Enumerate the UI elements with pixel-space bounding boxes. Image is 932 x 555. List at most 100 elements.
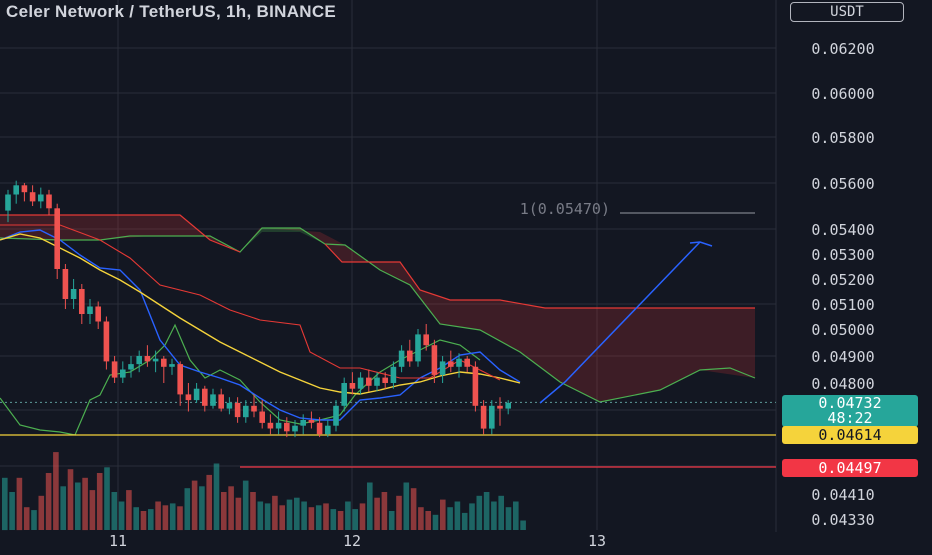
volume-bar	[206, 474, 212, 530]
candle-body	[185, 394, 192, 401]
candle-body	[423, 334, 429, 346]
volume-bar	[67, 469, 74, 530]
volume-bar	[162, 505, 169, 530]
time-axis[interactable]: 11 12 13	[109, 532, 606, 550]
candle-body	[357, 377, 364, 389]
volume-bar	[38, 495, 45, 530]
candle-body	[259, 411, 265, 423]
volume-bar	[199, 486, 205, 530]
volume-bar	[264, 503, 271, 530]
volume-bar	[425, 511, 431, 530]
volume-bars	[2, 452, 526, 531]
resistance-price-label: 0.04497	[818, 459, 881, 477]
price-tick-label: 0.05000	[811, 321, 874, 339]
senkou-span-b-right	[324, 243, 755, 309]
volume-bar	[418, 507, 424, 530]
candle-body	[456, 358, 462, 367]
candle-body	[202, 388, 208, 406]
price-tick-label: 0.05800	[811, 129, 874, 147]
candle-body	[292, 425, 298, 432]
volume-bar	[155, 501, 161, 530]
price-tick-label: 0.05200	[811, 271, 874, 289]
volume-bar	[337, 511, 344, 530]
volume-bar	[118, 501, 125, 530]
chart-title: Celer Network / TetherUS, 1h, BINANCE	[6, 2, 337, 21]
price-tick-label: 0.04330	[811, 511, 874, 529]
candle-body	[439, 361, 446, 375]
candle-body	[267, 422, 274, 429]
time-tick-label: 12	[343, 532, 361, 550]
volume-bar	[272, 495, 278, 530]
fib-annotation: 1(0.05470)	[520, 200, 610, 218]
price-tick-label: 0.04410	[811, 486, 874, 504]
volume-bar	[2, 477, 8, 531]
candle-body	[70, 289, 77, 299]
candle-body	[497, 405, 503, 409]
candle-body	[218, 394, 224, 409]
candle-body	[111, 361, 118, 378]
price-tick-label: 0.06000	[811, 85, 874, 103]
candle-body	[275, 422, 282, 429]
support-price-tag	[782, 426, 918, 444]
candle-body	[382, 377, 388, 383]
projection-arrowhead	[689, 241, 713, 247]
volume-bar	[301, 501, 307, 530]
senkou-span-b-left	[0, 214, 241, 253]
volume-bar	[279, 505, 285, 530]
candle-body	[366, 377, 372, 386]
candle-body	[374, 377, 380, 386]
candle-body	[349, 383, 356, 389]
candle-body	[341, 383, 347, 406]
volume-bar	[381, 492, 388, 530]
volume-bar	[476, 495, 483, 530]
candle-body	[29, 192, 36, 202]
volume-bar	[498, 495, 504, 530]
volume-bar	[323, 503, 329, 530]
volume-bar	[169, 503, 176, 530]
last-price-label: 0.04732	[818, 394, 881, 412]
candle-body	[398, 350, 405, 367]
volume-bar	[374, 497, 380, 530]
volume-bar	[388, 511, 395, 530]
candle-body	[448, 361, 454, 367]
candle-body	[489, 405, 495, 429]
ichimoku-cloud	[0, 214, 756, 403]
price-tick-label: 0.04800	[811, 375, 874, 393]
volume-bar	[126, 490, 132, 530]
candle-body	[144, 356, 151, 362]
candle-body	[177, 364, 183, 395]
volume-bar	[469, 503, 475, 530]
candle-body	[480, 405, 487, 429]
candle-body	[505, 402, 511, 409]
price-axis[interactable]: 0.06200 0.06000 0.05800 0.05600 0.05400 0.053…	[811, 40, 874, 529]
volume-bar	[461, 512, 468, 530]
volume-bar	[16, 477, 23, 531]
volume-bar	[257, 501, 264, 530]
volume-bar	[148, 509, 154, 530]
volume-bar	[432, 514, 439, 530]
last-price-tag	[782, 395, 918, 427]
candle-body	[79, 289, 85, 314]
volume-bar	[330, 509, 337, 530]
candle-body	[193, 388, 200, 401]
projection-path	[539, 241, 701, 404]
volume-bar	[483, 492, 490, 530]
moving-average-slow	[0, 233, 521, 395]
volume-bar	[505, 507, 512, 530]
volume-bar	[345, 501, 351, 530]
currency-button[interactable]: USDT	[790, 2, 904, 22]
candle-body	[161, 358, 167, 367]
candle-body	[21, 185, 28, 193]
volume-bar	[111, 492, 118, 530]
candle-body	[13, 185, 19, 195]
volume-bar	[250, 492, 256, 530]
candle-body	[472, 366, 479, 406]
candle-body	[300, 420, 306, 426]
volume-bar	[352, 509, 358, 530]
price-tick-label: 0.05300	[811, 246, 874, 264]
volume-bar	[513, 501, 519, 530]
volume-bar	[140, 511, 147, 530]
volume-bar	[447, 507, 453, 530]
